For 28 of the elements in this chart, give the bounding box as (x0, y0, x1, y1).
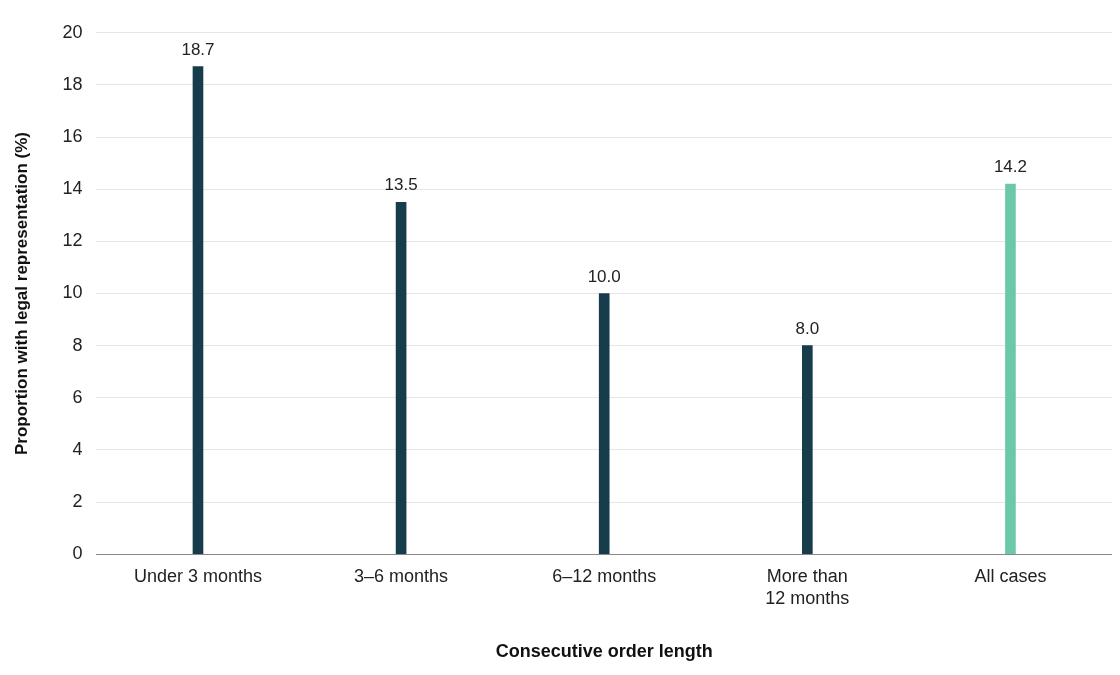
x-tick-label: 6–12 months (552, 565, 657, 586)
data-label: 10.0 (587, 266, 621, 286)
data-label: 14.2 (993, 157, 1027, 177)
y-tick-label: 18 (62, 73, 83, 94)
x-tick-label: More than 12 months (765, 565, 850, 608)
bar (192, 66, 204, 555)
data-label: 18.7 (181, 39, 215, 59)
y-tick-label: 8 (72, 334, 83, 355)
bar (1005, 183, 1016, 555)
bar (598, 293, 610, 555)
y-tick-label: 10 (62, 282, 83, 303)
y-tick-label: 20 (62, 21, 83, 42)
y-axis-title: Proportion with legal representation (%) (11, 131, 31, 456)
x-tick-label: Under 3 months (133, 565, 263, 586)
y-tick-label: 12 (62, 230, 83, 251)
data-label: 8.0 (795, 318, 820, 338)
y-tick-label: 6 (72, 386, 83, 407)
bar (395, 201, 407, 555)
y-tick-label: 16 (62, 126, 83, 147)
y-tick-label: 0 (72, 543, 83, 564)
x-tick-label: 3–6 months (354, 565, 449, 586)
y-tick-label: 4 (72, 438, 83, 459)
x-tick-label: All cases (974, 565, 1047, 586)
bar (802, 345, 813, 555)
x-axis-title: Consecutive order length (495, 641, 713, 662)
y-tick-label: 2 (72, 491, 83, 512)
y-tick-label: 14 (62, 178, 83, 199)
data-label: 13.5 (384, 175, 418, 195)
